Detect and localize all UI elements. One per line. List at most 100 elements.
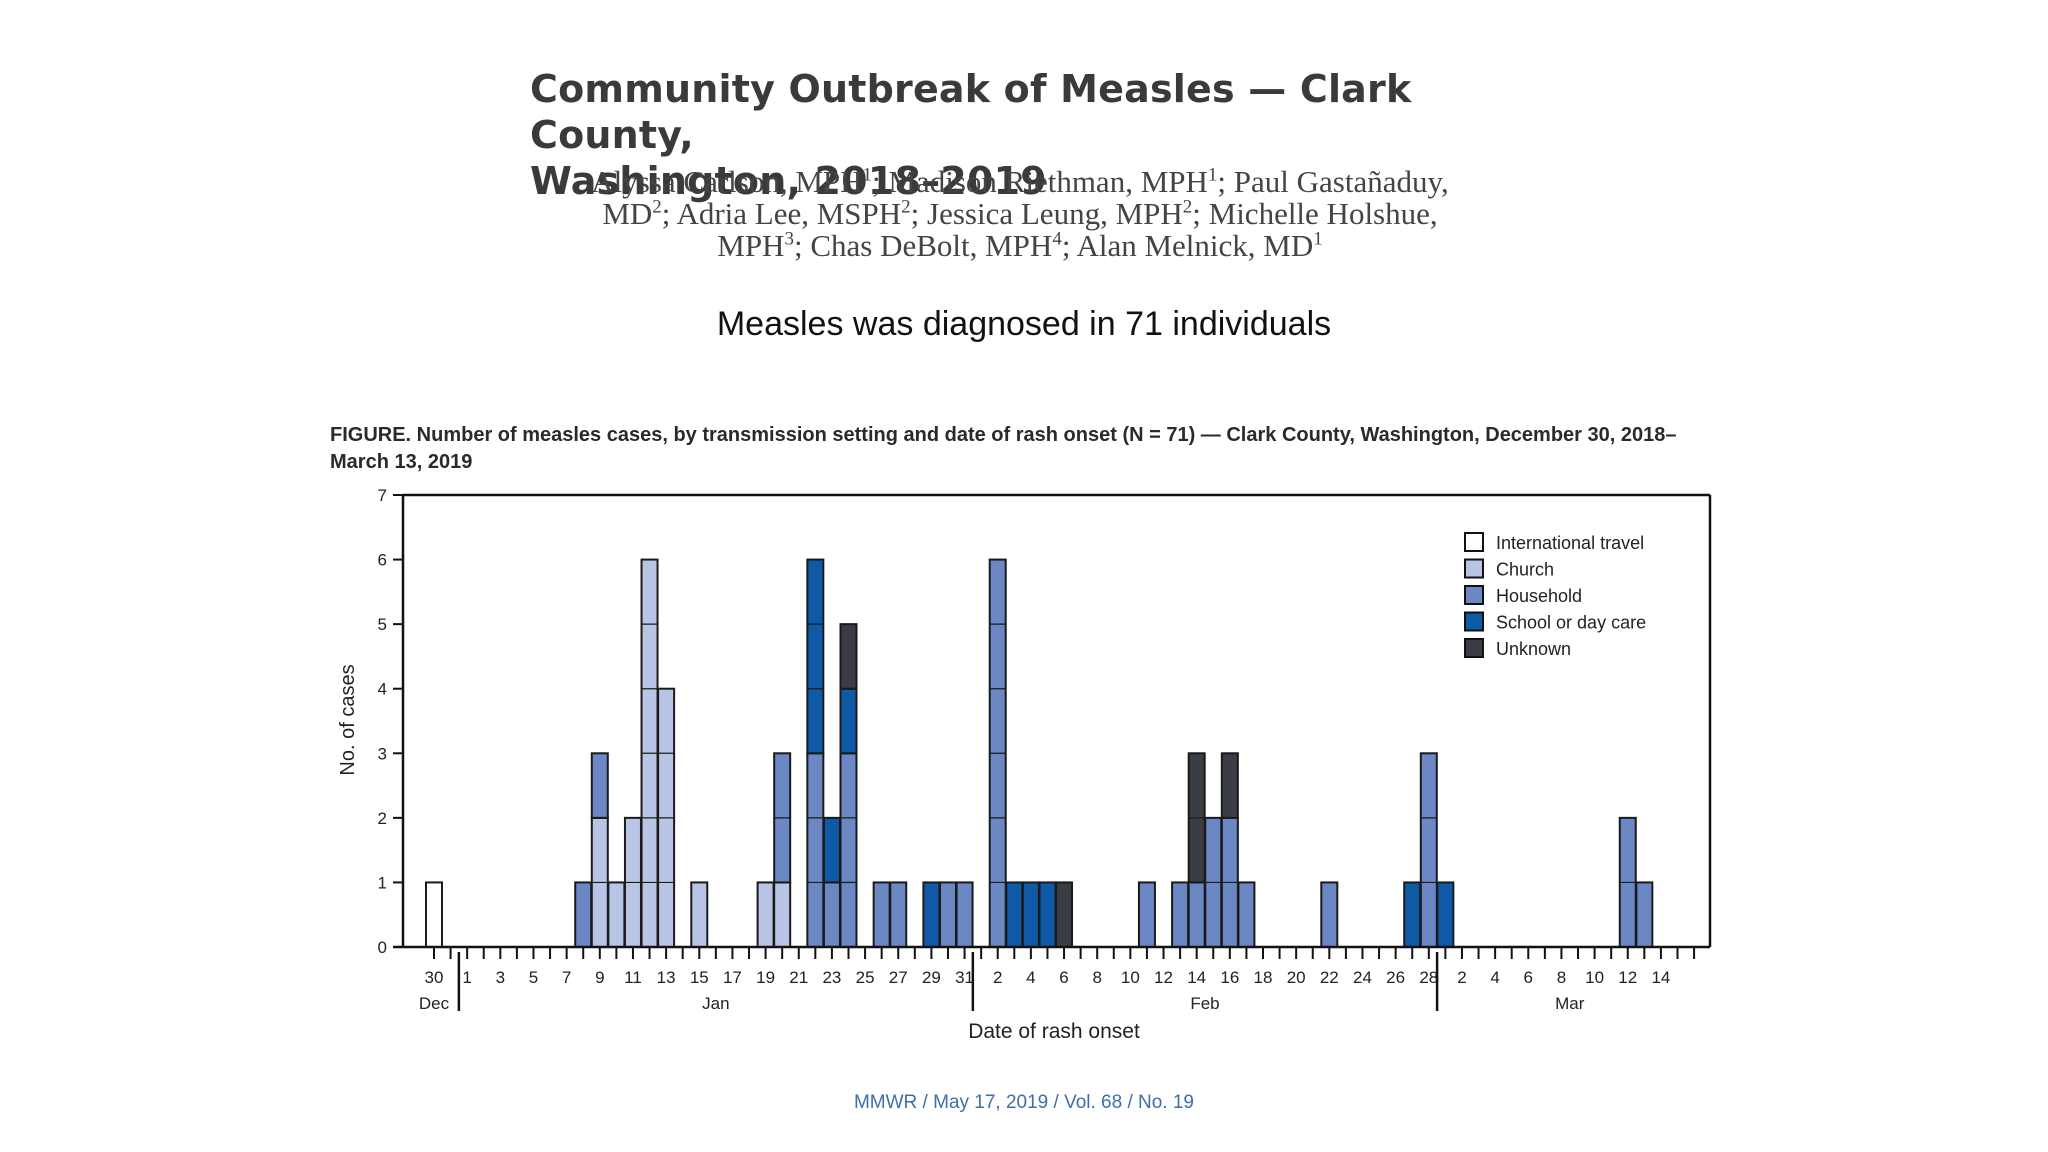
figure-caption-line1: FIGURE. Number of measles cases, by tran…	[330, 424, 1677, 446]
x-tick-label: 9	[595, 968, 604, 987]
legend-label-school-or-day-care: School or day care	[1496, 613, 1646, 633]
y-axis-label: No. of cases	[337, 664, 359, 775]
bar-segment-2019-01-27-household	[889, 881, 908, 948]
x-tick-label: 18	[1254, 968, 1273, 987]
bar-segment-2019-01-31-household	[955, 881, 974, 948]
bar-segment-2019-02-22-household	[1320, 881, 1339, 948]
bar-segment-2019-01-24-unknown	[839, 623, 858, 690]
legend-label-church: Church	[1496, 560, 1554, 580]
y-tick-label: 5	[378, 615, 387, 634]
bar-segment-2019-01-10-church	[607, 881, 626, 948]
x-tick-label: 3	[496, 968, 505, 987]
bar-segment-2019-02-16-unknown	[1220, 752, 1239, 819]
bar-segment-2019-01-23-school-or-day-care	[822, 816, 841, 884]
x-tick-label: 14	[1187, 968, 1206, 987]
authors-line3: MPH3; Chas DeBolt, MPH4; Alan Melnick, M…	[717, 228, 1323, 263]
authors-block: Alyssa Carlson, MPH1; Madison Riethman, …	[520, 166, 1520, 262]
x-tick-label: 2	[993, 968, 1002, 987]
article-title: Community Outbreak of Measles — Clark Co…	[530, 66, 1530, 204]
legend-swatch-unknown	[1464, 638, 1484, 658]
month-label-mar: Mar	[1555, 994, 1585, 1013]
bar-segment-2018-12-30-international-travel	[425, 881, 443, 948]
x-tick-label: 20	[1287, 968, 1306, 987]
x-tick-label: 2	[1457, 968, 1466, 987]
x-tick-label: 4	[1026, 968, 1035, 987]
authors-line2: MD2; Adria Lee, MSPH2; Jessica Leung, MP…	[602, 196, 1438, 231]
bars-layer	[425, 558, 1654, 949]
bar-segment-2019-01-24-school-or-day-care	[839, 687, 858, 755]
y-tick-label: 6	[378, 551, 387, 570]
bar-segment-2019-01-24-household	[839, 752, 858, 948]
bar-segment-2019-01-22-household	[806, 752, 825, 948]
x-tick-label: 28	[1419, 968, 1438, 987]
journal-footer: MMWR / May 17, 2019 / Vol. 68 / No. 19	[853, 1092, 1195, 1113]
month-label-jan: Jan	[702, 994, 729, 1013]
x-tick-label: 31	[955, 968, 974, 987]
x-tick-label: 19	[756, 968, 775, 987]
figure-caption-line2: March 13, 2019	[330, 451, 473, 473]
x-tick-label: 22	[1320, 968, 1339, 987]
x-tick-label: 24	[1353, 968, 1372, 987]
bar-segment-2019-01-30-household	[938, 881, 957, 948]
x-tick-label: 17	[723, 968, 742, 987]
figure-caption: FIGURE. Number of measles cases, by tran…	[330, 422, 1730, 476]
month-label-dec: Dec	[419, 994, 450, 1013]
bar-segment-2019-03-13-household	[1635, 881, 1654, 948]
legend-swatch-church	[1464, 558, 1484, 579]
x-tick-label: 6	[1524, 968, 1533, 987]
bar-segment-2019-01-20-church	[773, 881, 792, 948]
bar-segment-2019-01-26-household	[872, 881, 891, 948]
article-title-line2: Washington, 2018–2019	[530, 159, 1047, 203]
x-tick-label: 8	[1092, 968, 1101, 987]
legend-label-household: Household	[1496, 586, 1582, 606]
bar-segment-2019-02-11-household	[1137, 881, 1156, 948]
bar-segment-2019-03-01-school-or-day-care	[1436, 881, 1455, 948]
x-tick-label: 14	[1651, 968, 1670, 987]
y-tick-label: 2	[378, 809, 387, 828]
x-tick-label: 15	[690, 968, 709, 987]
y-tick-label: 1	[378, 873, 387, 892]
bar-segment-2019-01-19-church	[756, 881, 775, 948]
x-tick-label: 27	[889, 968, 908, 987]
bar-segment-2019-02-04-school-or-day-care	[1021, 881, 1040, 948]
x-tick-label: 25	[856, 968, 875, 987]
bar-segment-2019-01-15-church	[690, 881, 709, 948]
x-tick-label: 16	[1220, 968, 1239, 987]
slide-subtitle: Measles was diagnosed in 71 individuals	[716, 305, 1332, 343]
x-tick-label: 11	[624, 968, 642, 987]
x-tick-label: 13	[657, 968, 676, 987]
x-tick-label: 21	[789, 968, 808, 987]
x-tick-label: 26	[1386, 968, 1405, 987]
legend: International travel Church Household Schoo…	[1464, 532, 1646, 659]
x-tick-label: 30	[425, 968, 444, 987]
x-tick-label: 10	[1121, 968, 1140, 987]
bar-segment-2019-02-05-school-or-day-care	[1038, 881, 1057, 948]
article-title-line1: Community Outbreak of Measles — Clark Co…	[530, 67, 1412, 157]
x-tick-label: 12	[1618, 968, 1637, 987]
y-tick-label: 0	[378, 938, 387, 957]
bar-segment-2019-02-28-household	[1419, 752, 1438, 948]
x-tick-label: 12	[1154, 968, 1173, 987]
x-axis-label: Date of rash onset	[968, 1020, 1140, 1043]
bar-segment-2019-01-22-school-or-day-care	[806, 558, 825, 755]
x-tick-label: 23	[822, 968, 841, 987]
legend-label-unknown: Unknown	[1496, 639, 1571, 659]
legend-swatch-household	[1464, 585, 1484, 605]
month-label-feb: Feb	[1190, 994, 1219, 1013]
legend-label-international-travel: International travel	[1496, 533, 1644, 553]
legend-swatch-international-travel	[1464, 532, 1484, 552]
x-tick-label: 10	[1585, 968, 1604, 987]
x-tick-label: 5	[529, 968, 538, 987]
bar-segment-2019-01-23-household	[822, 881, 841, 948]
legend-swatch-school-or-day-care	[1464, 611, 1484, 632]
bar-segment-2019-02-03-school-or-day-care	[1005, 881, 1024, 948]
x-tick-label: 6	[1059, 968, 1068, 987]
bar-segment-2019-01-29-school-or-day-care	[922, 881, 941, 948]
y-tick-label: 3	[378, 744, 387, 763]
x-tick-label: 29	[922, 968, 941, 987]
bar-segment-2019-01-08-household	[574, 881, 593, 948]
x-tick-label: 7	[562, 968, 571, 987]
bar-segment-2019-02-17-household	[1237, 881, 1256, 948]
x-tick-label: 8	[1557, 968, 1566, 987]
